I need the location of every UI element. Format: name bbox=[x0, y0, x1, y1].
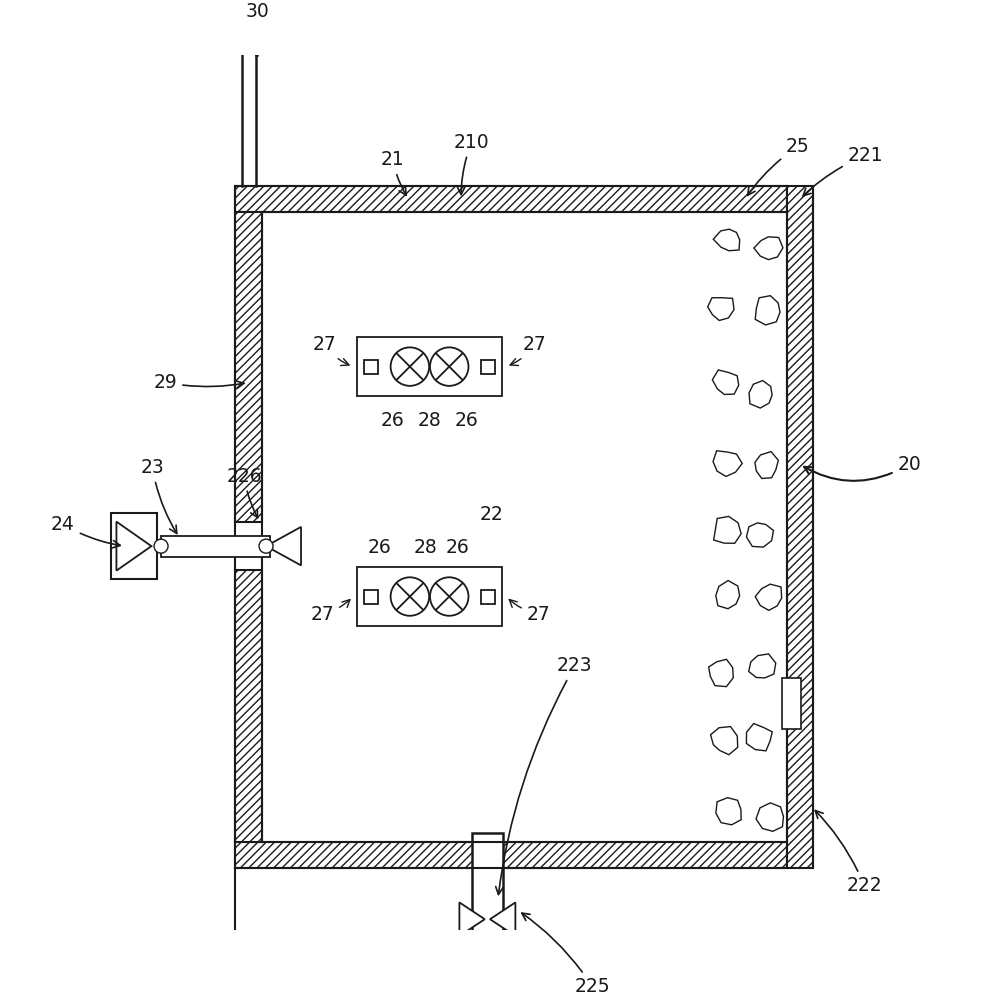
Text: 27: 27 bbox=[509, 600, 550, 623]
Text: 20: 20 bbox=[804, 455, 921, 481]
Polygon shape bbox=[755, 584, 782, 611]
Bar bbox=[161, 536, 270, 557]
Polygon shape bbox=[755, 296, 780, 325]
Polygon shape bbox=[754, 237, 783, 260]
Polygon shape bbox=[713, 229, 740, 251]
Circle shape bbox=[391, 578, 429, 616]
Circle shape bbox=[154, 539, 168, 553]
Polygon shape bbox=[716, 581, 740, 609]
Circle shape bbox=[259, 539, 273, 553]
Bar bbox=[481, 590, 495, 604]
Polygon shape bbox=[716, 798, 741, 825]
Text: 223: 223 bbox=[496, 656, 593, 894]
Circle shape bbox=[221, 0, 294, 48]
Text: 21: 21 bbox=[381, 150, 406, 195]
Bar bbox=[235, 843, 787, 869]
Bar bbox=[235, 186, 787, 212]
Text: 23: 23 bbox=[140, 458, 177, 534]
Text: 22: 22 bbox=[480, 505, 503, 524]
Bar bbox=[703, 212, 787, 843]
Bar bbox=[235, 212, 262, 522]
Bar bbox=[235, 186, 813, 869]
Polygon shape bbox=[749, 654, 776, 678]
Bar bbox=[364, 590, 378, 604]
Text: 28: 28 bbox=[418, 411, 441, 430]
Text: 29: 29 bbox=[154, 373, 244, 391]
Bar bbox=[357, 567, 502, 626]
Bar bbox=[357, 337, 502, 396]
Circle shape bbox=[430, 578, 468, 616]
Text: 27: 27 bbox=[510, 336, 547, 366]
Bar bbox=[262, 212, 703, 843]
Text: 26: 26 bbox=[446, 538, 470, 557]
Bar bbox=[469, 962, 506, 978]
Text: 221: 221 bbox=[803, 145, 883, 196]
Bar bbox=[242, 41, 256, 55]
Polygon shape bbox=[755, 451, 778, 478]
Polygon shape bbox=[711, 727, 738, 755]
Text: 30: 30 bbox=[245, 2, 269, 21]
Polygon shape bbox=[712, 370, 739, 394]
Polygon shape bbox=[266, 527, 301, 566]
Polygon shape bbox=[708, 298, 734, 321]
Text: 222: 222 bbox=[815, 811, 882, 895]
Polygon shape bbox=[714, 516, 741, 543]
Polygon shape bbox=[713, 451, 742, 476]
Bar bbox=[472, 834, 503, 995]
Text: 25: 25 bbox=[748, 137, 809, 195]
Polygon shape bbox=[490, 902, 515, 936]
Polygon shape bbox=[116, 522, 151, 571]
Circle shape bbox=[430, 348, 468, 385]
Text: 26: 26 bbox=[380, 411, 404, 430]
Bar bbox=[364, 360, 378, 374]
Text: 26: 26 bbox=[455, 411, 479, 430]
Bar bbox=[782, 678, 801, 729]
Polygon shape bbox=[709, 659, 733, 686]
Bar bbox=[481, 360, 495, 374]
Bar bbox=[111, 513, 157, 579]
Polygon shape bbox=[756, 803, 783, 832]
Text: 27: 27 bbox=[312, 336, 349, 366]
Bar bbox=[235, 570, 262, 843]
Text: 210: 210 bbox=[454, 132, 489, 194]
Polygon shape bbox=[746, 723, 772, 751]
Text: 225: 225 bbox=[522, 913, 610, 996]
Text: 224: 224 bbox=[0, 995, 1, 996]
Polygon shape bbox=[749, 380, 772, 408]
Polygon shape bbox=[746, 523, 773, 547]
Circle shape bbox=[391, 348, 429, 385]
Polygon shape bbox=[459, 902, 485, 936]
Text: 226: 226 bbox=[226, 467, 262, 518]
Text: 24: 24 bbox=[51, 515, 120, 548]
Bar bbox=[787, 186, 813, 869]
Text: 27: 27 bbox=[311, 600, 350, 623]
Text: 28: 28 bbox=[413, 538, 437, 557]
Text: 26: 26 bbox=[367, 538, 391, 557]
